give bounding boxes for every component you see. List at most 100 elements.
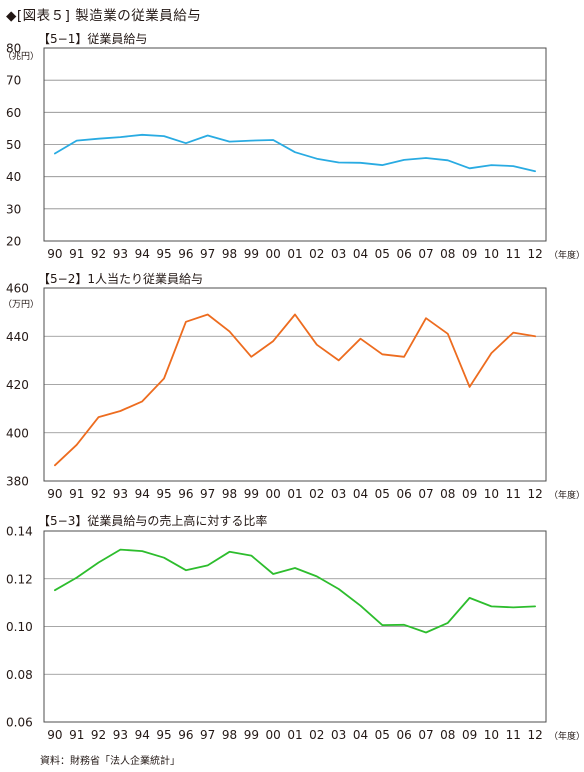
y-axis-unit-label: （万円）	[3, 299, 39, 310]
x-tick-label: 96	[178, 247, 193, 261]
x-tick-label: 03	[331, 728, 346, 742]
x-tick-label: 12	[527, 728, 542, 742]
y-tick-label: 30	[6, 202, 21, 216]
data-point	[403, 159, 405, 161]
x-tick-label: 05	[375, 487, 390, 501]
x-axis-unit-label: （年度）	[549, 249, 584, 261]
x-tick-label: 10	[484, 487, 499, 501]
data-point	[54, 153, 56, 155]
x-tick-label: 09	[462, 728, 477, 742]
x-tick-label: 08	[440, 247, 455, 261]
x-tick-label: 07	[418, 728, 433, 742]
data-point	[425, 157, 427, 159]
x-tick-label: 94	[135, 487, 150, 501]
x-tick-label: 92	[91, 487, 106, 501]
data-point	[469, 597, 471, 599]
data-point	[512, 165, 514, 167]
data-point	[272, 340, 274, 342]
x-tick-label: 06	[396, 487, 411, 501]
x-tick-label: 98	[222, 728, 237, 742]
data-point	[512, 332, 514, 334]
data-point	[54, 464, 56, 466]
y-tick-label: 70	[6, 74, 21, 88]
x-tick-label: 90	[47, 728, 62, 742]
x-tick-label: 99	[244, 247, 259, 261]
x-tick-label: 91	[69, 728, 84, 742]
x-tick-label: 08	[440, 487, 455, 501]
y-tick-label: 0.10	[6, 620, 33, 634]
x-tick-label: 93	[113, 487, 128, 501]
chart-1-employee-pay: 20 30 40 50 60 70 80（兆円） 90 91 92 93 94 95 96 97 98 99 00…	[3, 42, 584, 262]
data-point	[469, 167, 471, 169]
y-tick-label: 0.14	[6, 525, 33, 539]
data-point	[250, 356, 252, 358]
x-tick-label: 92	[91, 728, 106, 742]
y-axis-unit-label: （兆円）	[3, 51, 39, 62]
x-tick-label: 01	[287, 728, 302, 742]
x-tick-label: 05	[375, 728, 390, 742]
data-point	[229, 551, 231, 553]
x-tick-label: 10	[484, 247, 499, 261]
x-tick-label: 94	[135, 247, 150, 261]
y-tick-label: 420	[6, 378, 29, 392]
data-point	[534, 170, 536, 172]
chart-2-pay-per-employee: 380 400 420 440 460 （万円） 90 91 92 93 94 95 96 97 98 99 0…	[3, 282, 584, 502]
x-tick-label: 05	[375, 247, 390, 261]
x-tick-label: 12	[527, 487, 542, 501]
data-point	[98, 562, 100, 564]
data-point	[338, 359, 340, 361]
x-tick-label: 93	[113, 728, 128, 742]
x-tick-label: 97	[200, 247, 215, 261]
x-tick-label: 04	[353, 487, 368, 501]
x-tick-label: 94	[135, 728, 150, 742]
x-tick-label: 02	[309, 487, 324, 501]
data-point	[316, 344, 318, 346]
data-point	[359, 162, 361, 164]
data-point	[403, 356, 405, 358]
chart-2-title: 【5−2】1人当たり従業員給与	[38, 272, 203, 286]
x-tick-label: 08	[440, 728, 455, 742]
series-line	[54, 133, 536, 173]
data-point	[425, 631, 427, 633]
data-point	[294, 314, 296, 316]
chart-3-title: 【5−3】従業員給与の売上高に対する比率	[38, 514, 268, 528]
data-point	[490, 605, 492, 607]
data-point	[163, 135, 165, 137]
chart-3-pay-to-sales-ratio: 0.06 0.08 0.10 0.12 0.14 90 91 92 93 94 95 96 97 98 99…	[6, 525, 584, 743]
y-tick-label: 0.12	[6, 572, 33, 586]
x-tick-label: 97	[200, 487, 215, 501]
x-tick-label: 06	[396, 728, 411, 742]
data-point	[76, 577, 78, 579]
x-tick-label: 11	[506, 487, 521, 501]
x-tick-label: 07	[418, 247, 433, 261]
data-point	[250, 140, 252, 142]
x-tick-label: 04	[353, 728, 368, 742]
y-tick-label: 440	[6, 330, 29, 344]
data-point	[185, 569, 187, 571]
data-point	[338, 162, 340, 164]
y-tick-label: 460	[6, 282, 29, 296]
data-point	[272, 139, 274, 141]
data-point	[534, 335, 536, 337]
data-point	[185, 142, 187, 144]
y-tick-label: 400	[6, 426, 29, 440]
data-point	[141, 550, 143, 552]
data-point	[76, 444, 78, 446]
x-tick-label: 93	[113, 247, 128, 261]
data-point	[381, 164, 383, 166]
x-tick-label: 99	[244, 487, 259, 501]
x-tick-label: 00	[266, 247, 281, 261]
plot-frame	[43, 47, 547, 242]
x-tick-label: 02	[309, 247, 324, 261]
y-tick-label: 50	[6, 138, 21, 152]
data-point	[316, 575, 318, 577]
y-tick-label: 20	[6, 235, 21, 249]
x-tick-label: 96	[178, 728, 193, 742]
data-point	[119, 410, 121, 412]
x-tick-label: 11	[506, 728, 521, 742]
data-point	[534, 605, 536, 607]
x-tick-label: 92	[91, 247, 106, 261]
data-point	[163, 557, 165, 559]
data-point	[229, 141, 231, 143]
x-tick-label: 98	[222, 487, 237, 501]
